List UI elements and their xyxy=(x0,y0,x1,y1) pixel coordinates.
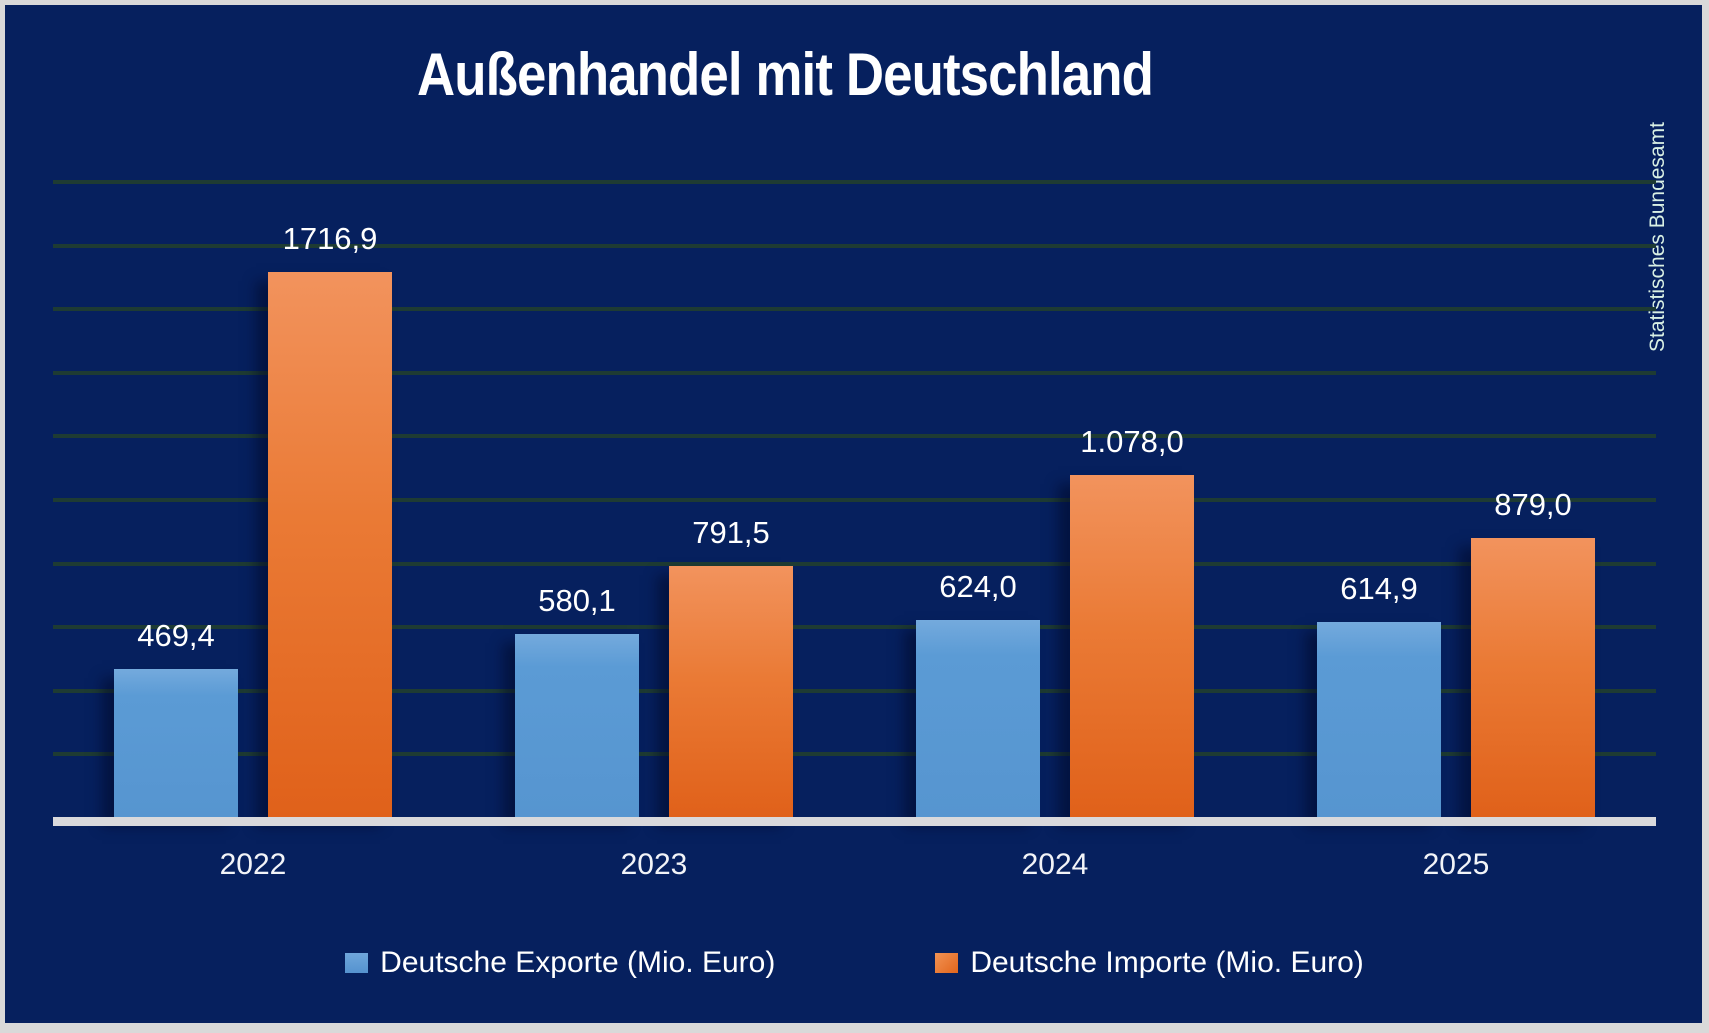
gridline xyxy=(53,434,1656,438)
legend-swatch-icon xyxy=(345,953,369,973)
bar-imports-2022 xyxy=(268,272,392,817)
x-axis-label-2025: 2025 xyxy=(1422,848,1490,881)
bar-value-label: 469,4 xyxy=(137,618,215,653)
bar-value-label: 580,1 xyxy=(538,583,616,618)
gridline xyxy=(53,625,1656,629)
legend-label: Deutsche Importe (Mio. Euro) xyxy=(970,946,1364,979)
bar-value-label: 879,0 xyxy=(1494,487,1572,522)
bar-imports-2024 xyxy=(1070,475,1194,817)
bar-exports-2022 xyxy=(114,669,238,817)
bar-exports-2024 xyxy=(916,620,1040,817)
gridline xyxy=(53,752,1656,756)
legend-label: Deutsche Exporte (Mio. Euro) xyxy=(380,946,776,979)
bar-exports-2025 xyxy=(1317,622,1441,817)
gridline xyxy=(53,498,1656,502)
legend-item-imports: Deutsche Importe (Mio. Euro) xyxy=(935,946,1364,980)
legend-item-exports: Deutsche Exporte (Mio. Euro) xyxy=(345,946,775,980)
bar-value-label: 1.078,0 xyxy=(1080,424,1184,459)
bar-value-label: 791,5 xyxy=(692,515,770,550)
bar-imports-2023 xyxy=(669,566,793,817)
bar-value-label: 614,9 xyxy=(1340,571,1418,606)
chart-title: Außenhandel mit Deutschland xyxy=(416,41,1154,108)
gridline xyxy=(53,307,1656,311)
gridline xyxy=(53,244,1656,248)
chart-legend: Deutsche Exporte (Mio. Euro) Deutsche Imp… xyxy=(0,946,1709,980)
x-axis-baseline xyxy=(53,817,1656,826)
bar-exports-2023 xyxy=(515,634,639,817)
legend-swatch-icon xyxy=(935,953,959,973)
bar-value-label: 1716,9 xyxy=(282,221,378,256)
bar-imports-2025 xyxy=(1471,538,1595,817)
bar-value-label: 624,0 xyxy=(939,569,1017,604)
gridline xyxy=(53,562,1656,566)
gridline xyxy=(53,689,1656,693)
x-axis-label-2023: 2023 xyxy=(620,848,688,881)
gridline xyxy=(53,371,1656,375)
gridline xyxy=(53,180,1656,184)
x-axis-label-2022: 2022 xyxy=(219,848,287,881)
x-axis-label-2024: 2024 xyxy=(1021,848,1089,881)
